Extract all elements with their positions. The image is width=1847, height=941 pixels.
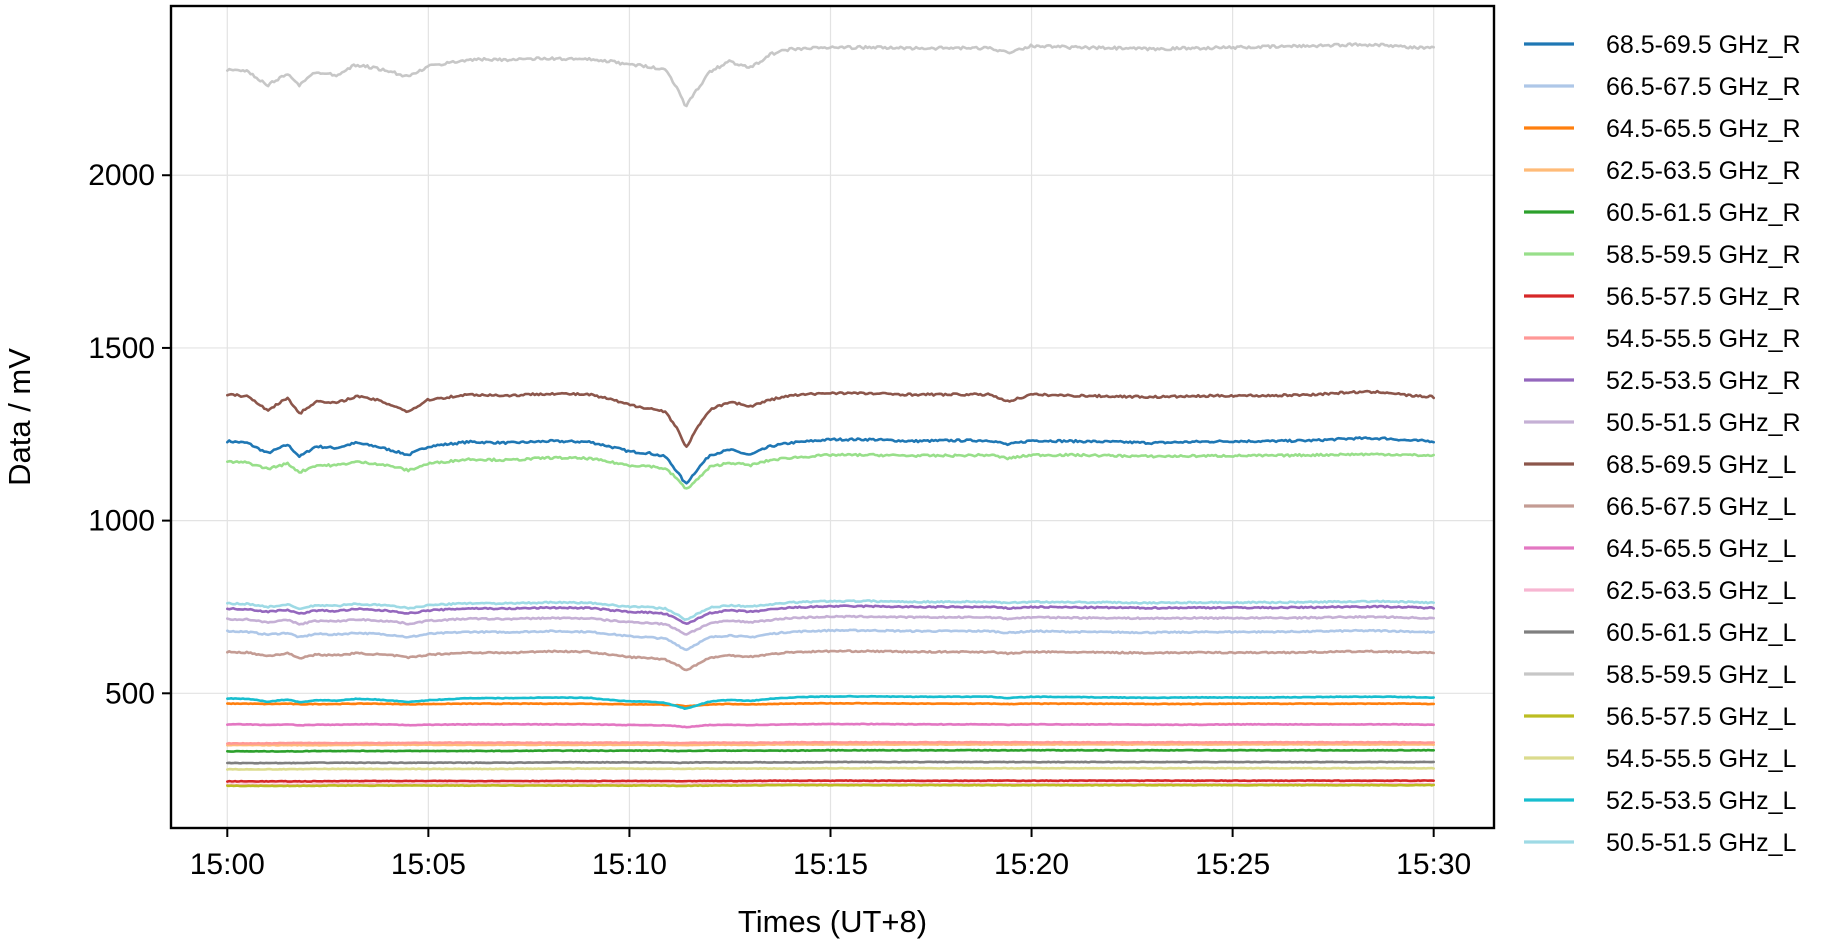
legend-label: 60.5-61.5 GHz_R bbox=[1606, 199, 1801, 227]
legend-label: 52.5-53.5 GHz_L bbox=[1606, 787, 1796, 815]
legend-label: 60.5-61.5 GHz_L bbox=[1606, 619, 1796, 647]
series-line-17 bbox=[226, 783, 1435, 788]
series-line-1 bbox=[226, 436, 1435, 485]
legend-label: 64.5-65.5 GHz_R bbox=[1606, 115, 1801, 143]
x-axis-label: Times (UT+8) bbox=[738, 904, 927, 939]
x-tick-label: 15:25 bbox=[1195, 848, 1270, 881]
series-line-12 bbox=[226, 649, 1435, 672]
x-tick-label: 15:15 bbox=[793, 848, 868, 881]
legend-label: 62.5-63.5 GHz_R bbox=[1606, 157, 1801, 185]
legend-entry: 62.5-63.5 GHz_L bbox=[1524, 577, 1796, 605]
legend-entry: 54.5-55.5 GHz_R bbox=[1524, 325, 1801, 353]
series-line-15 bbox=[226, 760, 1435, 765]
series-line-8 bbox=[226, 740, 1435, 745]
legend-label: 68.5-69.5 GHz_L bbox=[1606, 451, 1796, 479]
legend-label: 56.5-57.5 GHz_R bbox=[1606, 283, 1801, 311]
series-line-18 bbox=[226, 766, 1435, 771]
legend-label: 68.5-69.5 GHz_R bbox=[1606, 31, 1801, 59]
legend-label: 50.5-51.5 GHz_L bbox=[1606, 829, 1796, 857]
series-lines bbox=[226, 42, 1435, 788]
legend-label: 66.5-67.5 GHz_L bbox=[1606, 493, 1796, 521]
legend-entry: 50.5-51.5 GHz_L bbox=[1524, 829, 1796, 857]
legend-entry: 60.5-61.5 GHz_R bbox=[1524, 199, 1801, 227]
x-tick-label: 15:00 bbox=[190, 848, 265, 881]
series-line-16 bbox=[226, 42, 1435, 108]
series-line-3 bbox=[226, 701, 1435, 708]
y-axis-label: Data / mV bbox=[2, 348, 37, 486]
series-line-19 bbox=[226, 694, 1435, 710]
legend-entry: 58.5-59.5 GHz_L bbox=[1524, 661, 1796, 689]
legend-entry: 52.5-53.5 GHz_R bbox=[1524, 367, 1801, 395]
series-line-6 bbox=[226, 452, 1435, 490]
legend-entry: 64.5-65.5 GHz_R bbox=[1524, 115, 1801, 143]
series-line-10 bbox=[226, 614, 1435, 636]
x-tick-label: 15:10 bbox=[592, 848, 667, 881]
x-tick-label: 15:30 bbox=[1396, 848, 1471, 881]
legend-label: 52.5-53.5 GHz_R bbox=[1606, 367, 1801, 395]
series-line-7 bbox=[226, 779, 1435, 783]
y-axis-ticks: 500 1000 1500 2000 bbox=[88, 159, 171, 710]
legend-label: 62.5-63.5 GHz_L bbox=[1606, 577, 1796, 605]
legend-entry: 68.5-69.5 GHz_L bbox=[1524, 451, 1796, 479]
legend-entry: 68.5-69.5 GHz_R bbox=[1524, 31, 1801, 59]
legend-entry: 56.5-57.5 GHz_R bbox=[1524, 283, 1801, 311]
legend-entry: 62.5-63.5 GHz_R bbox=[1524, 157, 1801, 185]
series-line-11 bbox=[226, 389, 1435, 448]
legend-entry: 60.5-61.5 GHz_L bbox=[1524, 619, 1796, 647]
legend-entry: 58.5-59.5 GHz_R bbox=[1524, 241, 1801, 269]
series-line-9 bbox=[226, 604, 1435, 625]
legend-label: 58.5-59.5 GHz_R bbox=[1606, 241, 1801, 269]
x-tick-label: 15:20 bbox=[994, 848, 1069, 881]
x-axis-ticks: 15:00 15:05 15:10 15:15 15:20 15:25 15:30 bbox=[190, 828, 1471, 881]
x-tick-label: 15:05 bbox=[391, 848, 466, 881]
legend-label: 50.5-51.5 GHz_R bbox=[1606, 409, 1801, 437]
legend-label: 64.5-65.5 GHz_L bbox=[1606, 535, 1796, 563]
legend-label: 58.5-59.5 GHz_L bbox=[1606, 661, 1796, 689]
legend-label: 54.5-55.5 GHz_L bbox=[1606, 745, 1796, 773]
legend-entry: 52.5-53.5 GHz_L bbox=[1524, 787, 1796, 815]
y-tick-label: 1000 bbox=[88, 505, 155, 538]
legend-label: 54.5-55.5 GHz_R bbox=[1606, 325, 1801, 353]
y-tick-label: 500 bbox=[105, 677, 155, 710]
legend-entry: 54.5-55.5 GHz_L bbox=[1524, 745, 1796, 773]
y-tick-label: 1500 bbox=[88, 332, 155, 365]
legend-label: 56.5-57.5 GHz_L bbox=[1606, 703, 1796, 731]
legend-label: 66.5-67.5 GHz_R bbox=[1606, 73, 1801, 101]
legend-entry: 66.5-67.5 GHz_L bbox=[1524, 493, 1796, 521]
legend-entry: 66.5-67.5 GHz_R bbox=[1524, 73, 1801, 101]
series-line-4 bbox=[226, 742, 1435, 747]
legend-entry: 64.5-65.5 GHz_L bbox=[1524, 535, 1796, 563]
series-line-5 bbox=[226, 748, 1435, 753]
series-line-2 bbox=[226, 628, 1435, 652]
y-tick-label: 2000 bbox=[88, 159, 155, 192]
legend-entry: 56.5-57.5 GHz_L bbox=[1524, 703, 1796, 731]
series-line-20 bbox=[226, 599, 1435, 621]
series-line-13 bbox=[226, 722, 1435, 729]
legend-entry: 50.5-51.5 GHz_R bbox=[1524, 409, 1801, 437]
legend: 68.5-69.5 GHz_R 66.5-67.5 GHz_R 64.5-65.5 … bbox=[1524, 31, 1801, 857]
grid bbox=[171, 6, 1494, 828]
plot-frame bbox=[169, 4, 1496, 830]
